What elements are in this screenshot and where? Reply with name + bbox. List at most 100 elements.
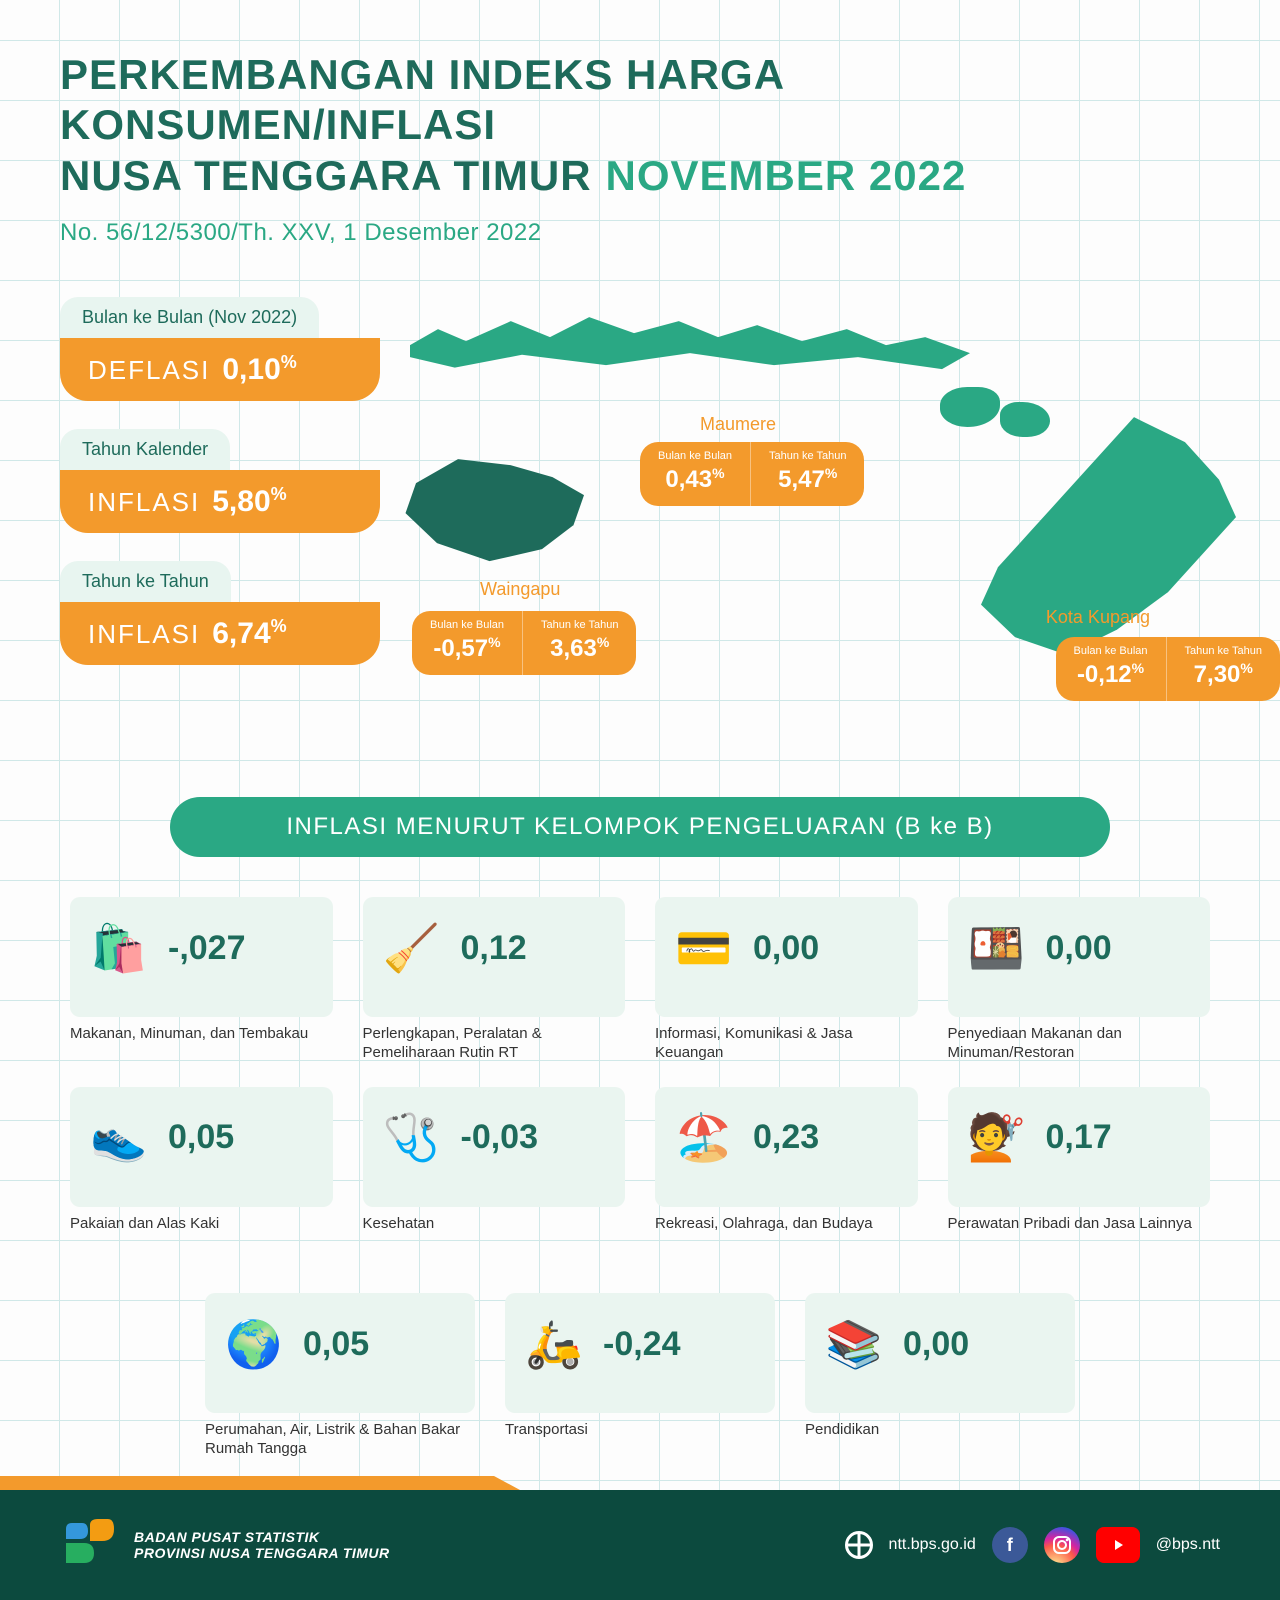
card-label: Penyediaan Makanan dan Minuman/Restoran xyxy=(948,1025,1211,1063)
card-value: 0,00 xyxy=(753,929,819,968)
category-card: 🩺 -0,03 Kesehatan xyxy=(363,1087,626,1234)
city-cell: Bulan ke Bulan 0,43% xyxy=(640,442,751,506)
category-card: 🛵-0,24 Transportasi xyxy=(505,1293,775,1459)
card-label: Perlengkapan, Peralatan & Pemeliharaan R… xyxy=(363,1025,626,1063)
city-stats-kupang: Bulan ke Bulan -0,12% Tahun ke Tahun 7,3… xyxy=(1056,637,1280,701)
city-cell-value: -0,12% xyxy=(1074,660,1148,689)
city-cell-value: 3,63% xyxy=(541,634,618,663)
stat-value: DEFLASI 0,10% xyxy=(60,338,380,401)
stat-number: 6,74% xyxy=(212,616,286,651)
island-small-2 xyxy=(1000,402,1050,437)
category-row-3: 🌍0,05 Perumahan, Air, Listrik & Bahan Ba… xyxy=(70,1293,1210,1459)
stat-number: 0,10% xyxy=(222,352,296,387)
card-value: -0,03 xyxy=(461,1118,539,1157)
card-value: 0,23 xyxy=(753,1118,819,1157)
card-label: Kesehatan xyxy=(363,1215,626,1234)
category-card: 🍱 0,00 Penyediaan Makanan dan Minuman/Res… xyxy=(948,897,1211,1063)
city-cell: Tahun ke Tahun 7,30% xyxy=(1167,637,1280,701)
category-grid: 🛍️ -,027 Makanan, Minuman, dan Tembakau 🧹… xyxy=(60,897,1220,1459)
card-label: Perumahan, Air, Listrik & Bahan Bakar Ru… xyxy=(205,1421,475,1459)
island-sumba xyxy=(395,447,605,567)
city-cell-label: Bulan ke Bulan xyxy=(1074,645,1148,657)
city-cell-value: 0,43% xyxy=(658,465,732,494)
stat-word: INFLASI xyxy=(88,619,200,650)
city-cell: Bulan ke Bulan -0,12% xyxy=(1056,637,1167,701)
card-value: -,027 xyxy=(168,929,246,968)
city-cell-label: Bulan ke Bulan xyxy=(430,619,504,631)
education-icon: 📚 xyxy=(819,1309,889,1379)
card-value: 0,00 xyxy=(1046,929,1112,968)
stat-label: Tahun Kalender xyxy=(60,429,230,470)
card-value: -0,24 xyxy=(603,1325,681,1364)
bps-logo-icon xyxy=(60,1517,116,1573)
card-label: Perawatan Pribadi dan Jasa Lainnya xyxy=(948,1215,1211,1234)
card-label: Informasi, Komunikasi & Jasa Keuangan xyxy=(655,1025,918,1063)
stat-block-mom: Bulan ke Bulan (Nov 2022) DEFLASI 0,10% xyxy=(60,297,380,401)
stat-word: INFLASI xyxy=(88,487,200,518)
city-cell: Tahun ke Tahun 5,47% xyxy=(751,442,864,506)
city-cell: Tahun ke Tahun 3,63% xyxy=(523,611,636,675)
city-label-waingapu: Waingapu xyxy=(480,579,560,600)
footer: BADAN PUSAT STATISTIK PROVINSI NUSA TENG… xyxy=(0,1490,1280,1600)
category-card: 🧹0,12 Perlengkapan, Peralatan & Pemeliha… xyxy=(363,897,626,1063)
stat-number: 5,80% xyxy=(212,484,286,519)
city-cell-value: -0,57% xyxy=(430,634,504,663)
card-label: Pendidikan xyxy=(805,1421,1075,1440)
recreation-icon: 🏖️ xyxy=(669,1103,739,1173)
island-small-1 xyxy=(940,387,1000,427)
personal-care-icon: 💇 xyxy=(962,1103,1032,1173)
restaurant-icon: 🍱 xyxy=(962,913,1032,983)
transport-icon: 🛵 xyxy=(519,1309,589,1379)
category-card: 🌍0,05 Perumahan, Air, Listrik & Bahan Ba… xyxy=(205,1293,475,1459)
city-cell-value: 7,30% xyxy=(1185,660,1262,689)
footer-right: ntt.bps.go.id f @bps.ntt xyxy=(845,1527,1220,1563)
title-block: PERKEMBANGAN INDEKS HARGA KONSUMEN/INFLA… xyxy=(60,50,1220,201)
map-area: Maumere Bulan ke Bulan 0,43% Tahun ke Ta… xyxy=(400,297,1220,727)
housing-icon: 🌍 xyxy=(219,1309,289,1379)
grocery-bag-icon: 🛍️ xyxy=(84,913,154,983)
section-header: INFLASI MENURUT KELOMPOK PENGELUARAN (B … xyxy=(170,797,1110,857)
footer-handle: @bps.ntt xyxy=(1156,1536,1220,1554)
city-cell: Bulan ke Bulan -0,57% xyxy=(412,611,523,675)
health-icon: 🩺 xyxy=(377,1103,447,1173)
card-label: Rekreasi, Olahraga, dan Budaya xyxy=(655,1215,918,1234)
category-card: 🛍️ -,027 Makanan, Minuman, dan Tembakau xyxy=(70,897,333,1063)
island-flores xyxy=(410,297,970,377)
instagram-icon xyxy=(1044,1527,1080,1563)
island-timor xyxy=(930,417,1270,667)
footer-org-line2: PROVINSI NUSA TENGGARA TIMUR xyxy=(134,1545,390,1561)
city-cell-label: Tahun ke Tahun xyxy=(1185,645,1262,657)
card-label: Makanan, Minuman, dan Tembakau xyxy=(70,1025,333,1044)
city-cell-label: Bulan ke Bulan xyxy=(658,450,732,462)
category-card: 👟0,05 Pakaian dan Alas Kaki xyxy=(70,1087,333,1234)
title-line2: KONSUMEN/INFLASI xyxy=(60,100,1220,150)
clothing-icon: 👟 xyxy=(84,1103,154,1173)
category-card: 💇 0,17 Perawatan Pribadi dan Jasa Lainnya xyxy=(948,1087,1211,1234)
title-period: NOVEMBER 2022 xyxy=(606,152,967,200)
footer-left: BADAN PUSAT STATISTIK PROVINSI NUSA TENG… xyxy=(60,1517,390,1573)
category-card: 📚0,00 Pendidikan xyxy=(805,1293,1075,1459)
facebook-icon: f xyxy=(992,1527,1028,1563)
card-label: Pakaian dan Alas Kaki xyxy=(70,1215,333,1234)
stat-block-ytd: Tahun Kalender INFLASI 5,80% xyxy=(60,429,380,533)
footer-accent-stripe xyxy=(0,1476,520,1490)
youtube-icon xyxy=(1096,1527,1140,1563)
city-cell-label: Tahun ke Tahun xyxy=(541,619,618,631)
title-line1: PERKEMBANGAN INDEKS HARGA xyxy=(60,50,1220,100)
footer-org-text: BADAN PUSAT STATISTIK PROVINSI NUSA TENG… xyxy=(134,1529,390,1561)
globe-icon xyxy=(845,1531,873,1559)
category-card: 💳 0,00 Informasi, Komunikasi & Jasa Keuan… xyxy=(655,897,918,1063)
city-stats-maumere: Bulan ke Bulan 0,43% Tahun ke Tahun 5,47… xyxy=(640,442,864,506)
stat-block-yoy: Tahun ke Tahun INFLASI 6,74% xyxy=(60,561,380,665)
finance-icon: 💳 xyxy=(669,913,739,983)
infographic-page: PERKEMBANGAN INDEKS HARGA KONSUMEN/INFLA… xyxy=(0,0,1280,1600)
stat-label: Tahun ke Tahun xyxy=(60,561,231,602)
card-value: 0,17 xyxy=(1046,1118,1112,1157)
household-icon: 🧹 xyxy=(377,913,447,983)
category-card: 🏖️ 0,23 Rekreasi, Olahraga, dan Budaya xyxy=(655,1087,918,1234)
stat-label: Bulan ke Bulan (Nov 2022) xyxy=(60,297,319,338)
document-number: No. 56/12/5300/Th. XXV, 1 Desember 2022 xyxy=(60,219,1220,247)
city-label-maumere: Maumere xyxy=(700,414,776,435)
stat-value: INFLASI 6,74% xyxy=(60,602,380,665)
city-label-kupang: Kota Kupang xyxy=(1046,607,1150,628)
